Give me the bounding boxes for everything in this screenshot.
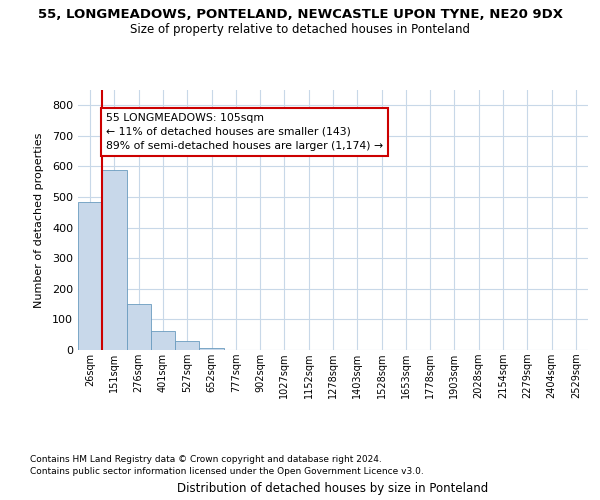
Text: Distribution of detached houses by size in Ponteland: Distribution of detached houses by size …: [178, 482, 488, 495]
Bar: [151, 331, 175, 350]
Text: Contains public sector information licensed under the Open Government Licence v3: Contains public sector information licen…: [30, 467, 424, 476]
Text: 55, LONGMEADOWS, PONTELAND, NEWCASTLE UPON TYNE, NE20 9DX: 55, LONGMEADOWS, PONTELAND, NEWCASTLE UP…: [37, 8, 563, 20]
Bar: [175, 341, 199, 350]
Bar: [78, 202, 102, 350]
Text: Contains HM Land Registry data © Crown copyright and database right 2024.: Contains HM Land Registry data © Crown c…: [30, 455, 382, 464]
Text: Size of property relative to detached houses in Ponteland: Size of property relative to detached ho…: [130, 22, 470, 36]
Y-axis label: Number of detached properties: Number of detached properties: [34, 132, 44, 308]
Bar: [102, 170, 127, 350]
Bar: [199, 348, 224, 350]
Text: 55 LONGMEADOWS: 105sqm
← 11% of detached houses are smaller (143)
89% of semi-de: 55 LONGMEADOWS: 105sqm ← 11% of detached…: [106, 113, 383, 151]
Bar: [127, 304, 151, 350]
